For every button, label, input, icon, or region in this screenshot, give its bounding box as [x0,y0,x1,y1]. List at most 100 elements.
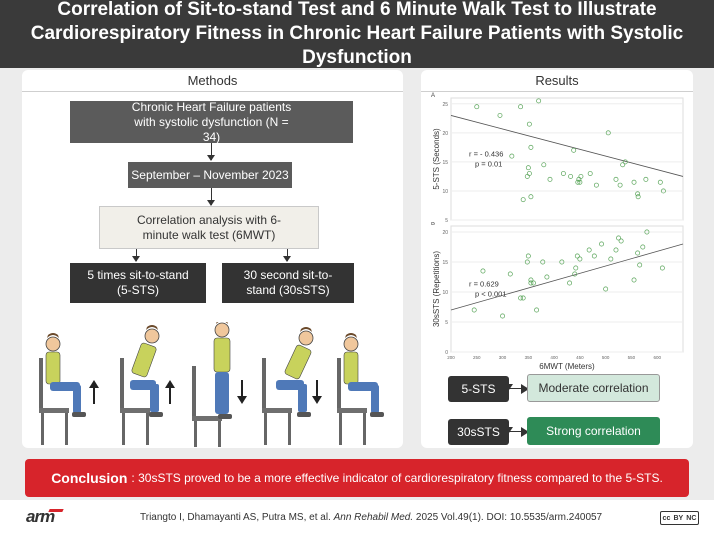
chart1-xtick-4: 400 [550,355,558,360]
chart1-point-8 [528,280,534,286]
chart1-point-11 [534,307,540,313]
chart0-ytick-3: 20 [442,131,448,137]
citation: Triangto I, Dhamayanti AS, Putra MS, et … [140,512,603,523]
chart1-point-30 [637,262,643,268]
arrow-up-icon [89,380,99,404]
methods-period-box: September – November 2023 [128,162,292,188]
chart1-point-17 [573,265,579,271]
arrow-down-icon [207,143,215,161]
chart1-annotation-p: p < 0.001 [475,289,507,298]
chart0-ytick-0: 5 [445,218,448,222]
chart1-xtick-1: 250 [473,355,481,360]
arrow-down-icon [312,380,322,404]
chart0-annotation-r: r = - 0.436 [469,150,503,159]
arrow-up-icon [165,380,175,404]
result-5sts-label: 5-STS [448,376,509,402]
chart0-point-21 [593,182,599,188]
chart1-ytick-4: 20 [442,230,448,236]
chart0-point-17 [575,179,581,185]
arm-logo: arm [26,507,55,526]
results-header: Results [421,70,693,92]
chart0-annotation-p: p = 0.01 [475,160,502,169]
chart1-point-0 [471,307,477,313]
figure-standing [192,322,232,447]
conclusion-banner: Conclusion: 30sSTS proved to be a more e… [25,459,689,497]
chart1-xlabel: 6MWT (Meters) [539,362,595,371]
conclusion-title: Conclusion [51,470,128,486]
chart1-point-10 [531,280,536,286]
chart1-point-1 [480,268,486,274]
chart1-point-14 [559,259,565,265]
chart1-annotation-r: r = 0.629 [469,279,499,288]
chart1-point-16 [572,271,578,277]
chart0-point-16 [571,147,577,153]
chart0-point-13 [547,176,553,182]
chart1-xtick-7: 550 [628,355,636,360]
arrow-right-icon [505,384,524,390]
chart1-point-28 [631,277,637,283]
chart1-point-31 [640,244,646,250]
arrow-right-icon [505,427,524,433]
chart0-point-31 [657,179,663,185]
chart1-point-22 [599,241,604,247]
result-30ssts-label: 30sSTS [448,419,509,445]
arrow-down-icon [207,188,215,206]
chart1-point-12 [540,259,546,265]
chart0-trend-line [450,115,684,177]
chart0-ylabel: 5-STS (Seconds) [432,128,441,190]
chart1-ytick-1: 5 [445,320,448,326]
chart0-point-0 [474,104,480,110]
chart1-point-6 [524,259,530,265]
chart1-xtick-5: 450 [576,355,584,360]
chart0-point-14 [560,171,566,176]
chart1-ylabel: 30sSTS (Repetitions) [432,251,441,327]
arrow-right-icon [521,384,529,394]
methods-header: Methods [22,70,403,92]
chart1-ytick-0: 0 [445,350,448,356]
chart1-point-20 [586,247,592,253]
chart0-point-29 [635,194,641,200]
figure-sitting-2 [337,333,384,445]
chart1-point-19 [577,256,583,262]
chart1-point-3 [507,271,513,277]
chart0-point-20 [587,171,593,176]
chart0-panel-label: A [431,93,435,99]
chart0-point-30 [643,176,649,182]
chart0-point-6 [525,165,531,171]
chart1-point-2 [500,313,506,319]
result-5sts-value: Moderate correlation [527,374,660,402]
methods-population-box: Chronic Heart Failure patients with syst… [70,100,353,144]
chart1-point-5 [520,295,526,301]
figure-rising-1 [120,325,163,445]
page-title: Correlation of Sit-to-stand Test and 6 M… [30,0,684,68]
chart1-point-23 [603,286,609,292]
chart1-point-26 [616,235,622,241]
chart1-xtick-8: 600 [653,355,661,360]
chart1-point-4 [518,295,524,301]
arrow-right-icon [521,427,529,437]
chart0-point-12 [541,162,547,168]
chart0-point-2 [518,104,524,110]
chart0-point-27 [631,179,637,185]
chart0-point-25 [620,162,626,168]
chart0-point-24 [617,182,623,188]
footer: arm Triangto I, Dhamayanti AS, Putra MS,… [0,500,714,536]
methods-analysis-box: Correlation analysis with 6-minute walk … [99,206,319,249]
chart0-point-1 [497,112,503,118]
chart1-point-32 [644,229,650,235]
chart0-point-32 [660,188,666,194]
result-30ssts-value: Strong correlation [527,417,660,445]
chart1-point-15 [567,280,573,286]
arrow-down-icon [283,249,291,262]
chart1-ytick-3: 15 [442,260,448,266]
figure-sitting-1 [39,333,86,445]
chart1-point-24 [608,256,614,262]
chart0-ytick-1: 10 [442,189,448,195]
chart0-point-22 [605,130,611,136]
chart1-trend-line [450,243,684,311]
chart0-point-10 [520,197,526,203]
chart1-xtick-6: 500 [602,355,610,360]
chart0-point-23 [613,176,619,182]
chart1-plot-area [450,225,684,353]
